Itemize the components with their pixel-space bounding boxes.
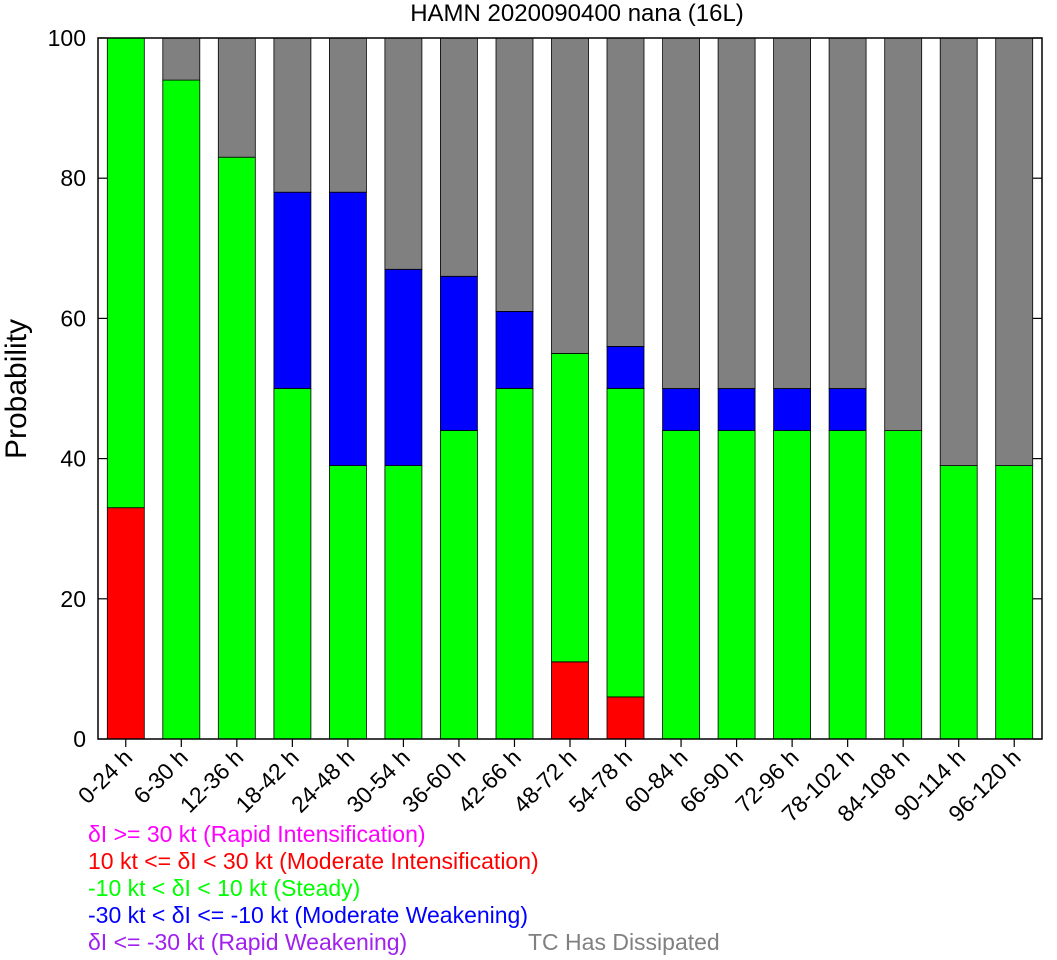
y-tick-label: 100 [48,25,86,51]
legend-entry-rapid-intensification: δI >= 30 kt (Rapid Intensification) [88,821,426,847]
y-tick-label: 80 [60,165,86,191]
y-axis-label: Probability [0,319,33,459]
bar-48-72-h-tc-has-dissipated [551,37,589,354]
bar-60-84-h-tc-has-dissipated [662,37,700,389]
bar-18-42-h-10-kt-i-10-kt-steady [273,388,312,740]
bar-66-90-h-10-kt-i-10-kt-steady [717,430,756,740]
chart-title: HAMN 2020090400 nana (16L) [410,0,744,27]
bar-78-102-h-tc-has-dissipated [828,37,867,389]
legend-entry-moderate-intensification: 10 kt <= δI < 30 kt (Moderate Intensific… [88,848,539,874]
bar-30-54-h-10-kt-i-10-kt-steady [384,465,423,740]
y-tick-label: 20 [60,586,86,612]
bar-42-66-h-30-kt-i-10-kt-moderate-w [495,310,534,389]
bar-90-114-h-10-kt-i-10-kt-steady [939,465,978,740]
y-tick-label: 0 [73,726,86,752]
bar-72-96-h-10-kt-i-10-kt-steady [773,430,811,740]
bar-6-30-h-tc-has-dissipated [162,37,201,81]
bar-42-66-h-10-kt-i-10-kt-steady [495,388,534,740]
y-tick-label: 40 [60,446,86,472]
bar-72-96-h-30-kt-i-10-kt-moderate-w [773,388,811,431]
bar-66-90-h-30-kt-i-10-kt-moderate-w [717,388,756,431]
bar-36-60-h-10-kt-i-10-kt-steady [439,430,478,740]
bar-0-24-h-10-kt-i-10-kt-steady [106,37,145,509]
legend-entry-dissipated: TC Has Dissipated [528,929,720,955]
bar-30-54-h-30-kt-i-10-kt-moderate-w [384,268,423,466]
bar-54-78-h-10-kt-i-10-kt-steady [606,388,645,698]
x-tick-label: 0-24 h [73,744,138,809]
bar-18-42-h-30-kt-i-10-kt-moderate-w [273,191,312,389]
bar-24-48-h-tc-has-dissipated [328,37,367,193]
bar-30-54-h-tc-has-dissipated [384,37,423,270]
y-axis: 0 20 40 60 80 100 [48,25,1042,752]
bar-0-24-h-10-kt-i-30-kt-moderate-i [106,507,145,740]
bar-12-36-h-10-kt-i-10-kt-steady [217,156,256,740]
bar-24-48-h-10-kt-i-10-kt-steady [328,465,367,740]
bar-48-72-h-10-kt-i-10-kt-steady [551,352,589,663]
bar-60-84-h-30-kt-i-10-kt-moderate-w [662,388,700,431]
x-axis: 0-24 h6-30 h12-36 h18-42 h24-48 h30-54 h… [73,739,1026,827]
bar-54-78-h-30-kt-i-10-kt-moderate-w [606,345,645,389]
bar-84-108-h-tc-has-dissipated [884,37,923,432]
bar-18-42-h-tc-has-dissipated [273,37,312,193]
bars-group [106,37,1034,740]
legend-entry-steady: -10 kt < δI < 10 kt (Steady) [88,875,361,901]
bar-96-120-h-10-kt-i-10-kt-steady [995,465,1034,740]
bar-78-102-h-30-kt-i-10-kt-moderate-w [828,388,867,431]
bar-36-60-h-30-kt-i-10-kt-moderate-w [439,275,478,431]
bar-48-72-h-10-kt-i-30-kt-moderate-i [551,661,589,740]
bar-24-48-h-30-kt-i-10-kt-moderate-w [328,191,367,466]
y-tick-label: 60 [60,305,86,331]
legend-entry-rapid-weakening: δI <= -30 kt (Rapid Weakening) [88,929,408,955]
bar-66-90-h-tc-has-dissipated [717,37,756,389]
bar-54-78-h-tc-has-dissipated [606,37,645,347]
bar-36-60-h-tc-has-dissipated [439,37,478,277]
bar-12-36-h-tc-has-dissipated [217,37,256,158]
bar-60-84-h-10-kt-i-10-kt-steady [662,430,700,740]
bar-78-102-h-10-kt-i-10-kt-steady [828,430,867,740]
bar-54-78-h-10-kt-i-30-kt-moderate-i [606,696,645,740]
legend-entry-moderate-weakening: -30 kt < δI <= -10 kt (Moderate Weakenin… [88,902,529,928]
bar-90-114-h-tc-has-dissipated [939,37,978,467]
bar-72-96-h-tc-has-dissipated [773,37,811,389]
bar-6-30-h-10-kt-i-10-kt-steady [162,79,201,740]
bar-84-108-h-10-kt-i-10-kt-steady [884,430,923,740]
bar-96-120-h-tc-has-dissipated [995,37,1034,467]
bar-42-66-h-tc-has-dissipated [495,37,534,312]
